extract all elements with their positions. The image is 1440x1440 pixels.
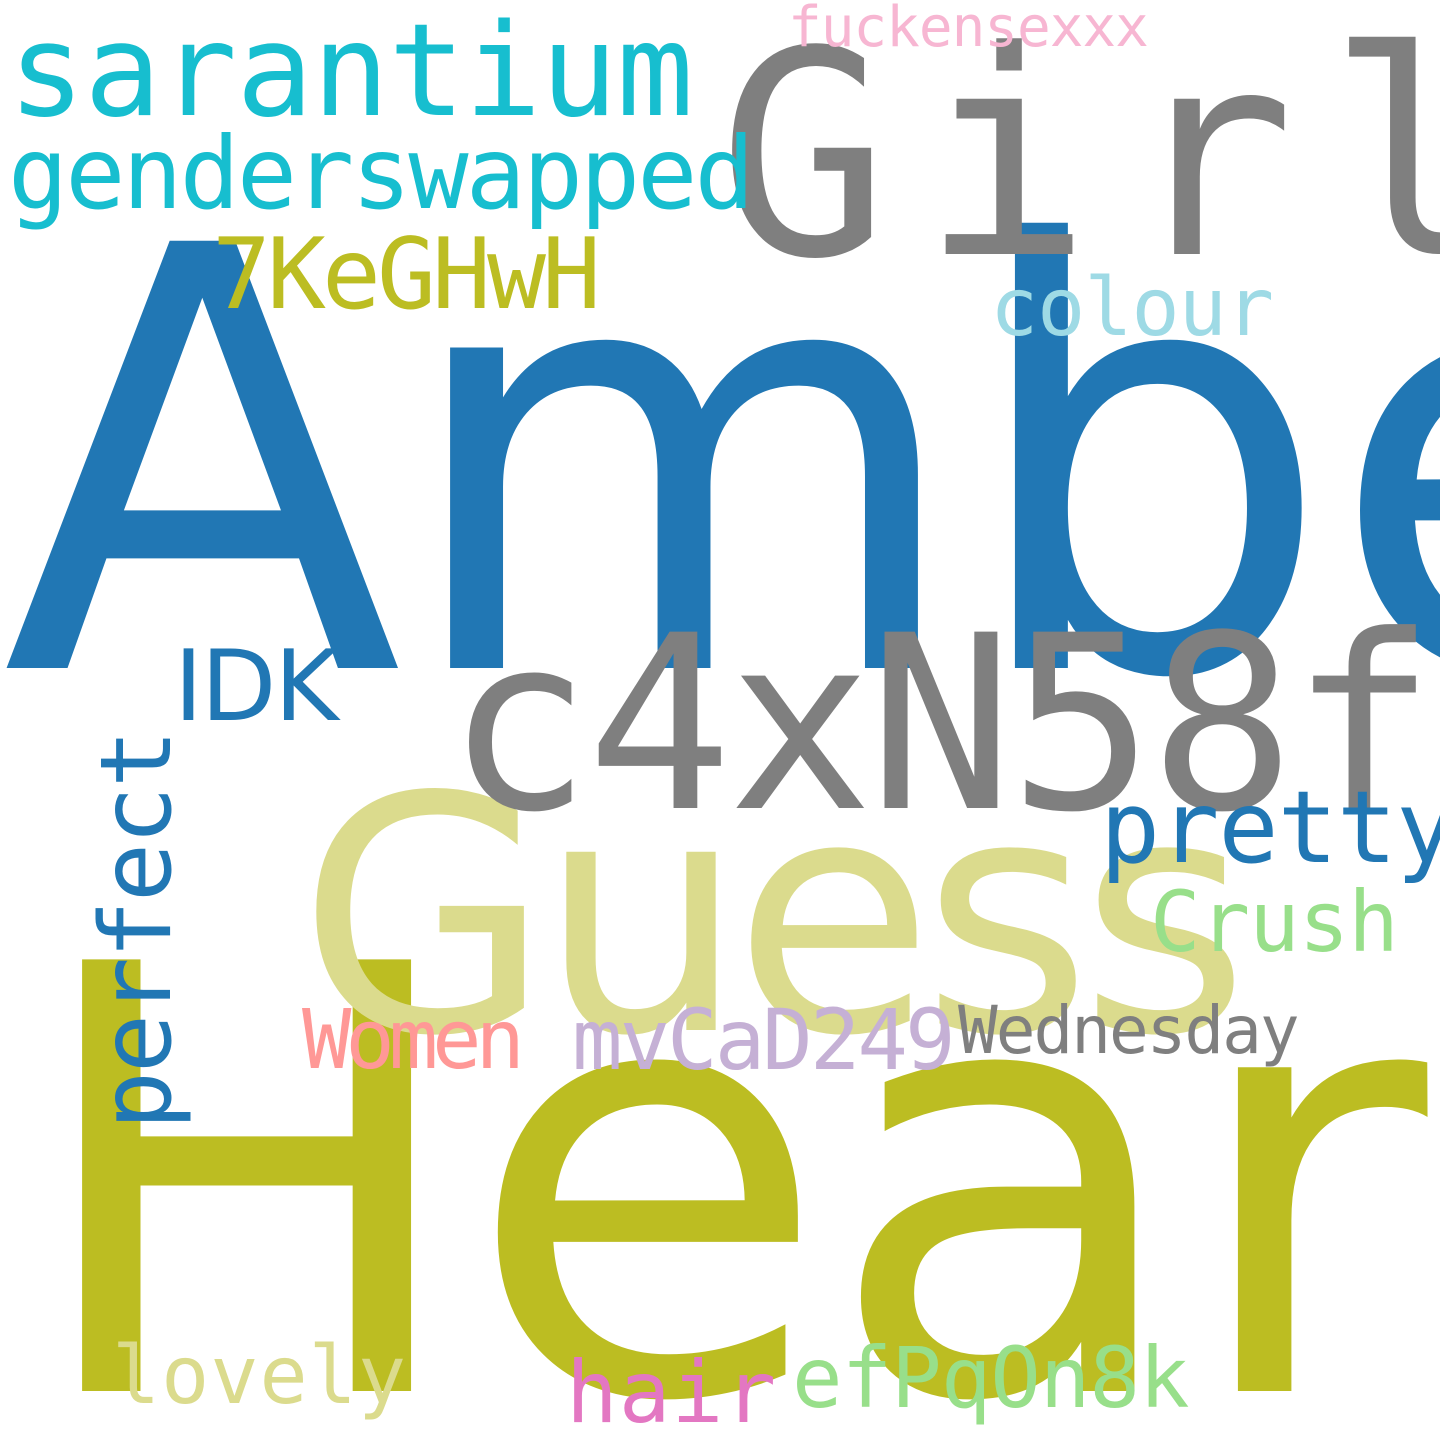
word-idk: IDK xyxy=(174,630,339,744)
word-heard: Heard xyxy=(24,841,1440,1440)
word-perfect: perfect xyxy=(80,730,194,1130)
word-pretty: pretty xyxy=(1100,769,1440,886)
word-7keghwh: 7KeGHwH xyxy=(212,218,601,332)
word-crush: Crush xyxy=(1150,873,1399,971)
word-genderswapped: genderswapped xyxy=(8,115,755,232)
word-c4xn58ff: c4xN58fF xyxy=(446,584,1440,866)
word-wednesday: Wednesday xyxy=(958,992,1300,1069)
word-sarantium: sarantium xyxy=(8,0,694,146)
word-lovely: lovely xyxy=(112,1329,407,1422)
word-mvcad249: mvCaD249 xyxy=(572,991,956,1089)
word-guess: Guess xyxy=(298,727,1249,1107)
word-colour: colour xyxy=(990,261,1274,354)
word-hair: hair xyxy=(566,1343,778,1440)
word-fuckensexxx: fuckensexxx xyxy=(788,0,1149,60)
word-efpqon8k: efPqOn8k xyxy=(792,1329,1190,1427)
word-women: Women xyxy=(302,993,525,1088)
word-girl: Girl xyxy=(718,0,1440,321)
word-amber: Amber xyxy=(2,125,1440,807)
